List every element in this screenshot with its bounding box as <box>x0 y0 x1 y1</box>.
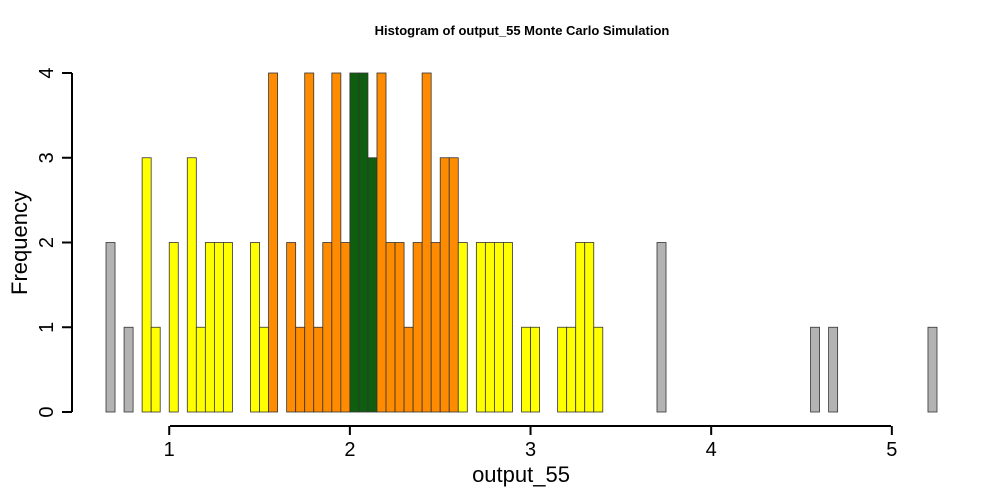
histogram-bar <box>457 242 468 413</box>
histogram-bar <box>322 242 333 413</box>
histogram-bar <box>656 242 667 413</box>
histogram-bar <box>204 242 215 413</box>
histogram-bar <box>123 326 134 413</box>
histogram-bar <box>385 242 396 413</box>
x-tick-label: 1 <box>164 439 175 461</box>
histogram-bar <box>213 242 224 413</box>
chart-title: Histogram of output_55 Monte Carlo Simul… <box>375 23 670 38</box>
y-tick-label: 3 <box>36 152 58 163</box>
x-axis-title: output_55 <box>472 462 570 487</box>
histogram-bar <box>828 326 839 413</box>
histogram-bar <box>421 72 432 413</box>
histogram-bar <box>376 72 387 413</box>
bars-group <box>105 72 938 413</box>
histogram-bar <box>584 242 595 413</box>
histogram-bar <box>250 242 260 413</box>
histogram-bar <box>521 326 531 413</box>
histogram-bar <box>223 242 233 413</box>
histogram-bar <box>503 242 513 413</box>
histogram-bar <box>557 326 568 413</box>
x-tick-label: 3 <box>525 439 536 461</box>
histogram-bar <box>268 72 279 413</box>
histogram-bar <box>394 242 405 413</box>
y-tick-label: 2 <box>36 237 58 248</box>
y-ticks-group: 0 1 2 3 4 <box>36 67 72 418</box>
histogram-bar <box>484 242 495 413</box>
histogram-bar <box>259 326 269 413</box>
histogram-bar <box>186 157 197 413</box>
histogram-bar <box>530 326 540 413</box>
histogram-bar <box>313 326 324 413</box>
histogram-bar <box>367 157 378 413</box>
histogram-bar <box>403 326 414 413</box>
histogram-bar <box>810 326 820 413</box>
y-tick-label: 1 <box>36 322 58 333</box>
histogram-bar <box>340 242 351 413</box>
y-tick-label: 4 <box>36 67 58 78</box>
histogram-bar <box>168 242 179 413</box>
histogram-bar <box>593 326 604 413</box>
histogram-bar <box>141 157 152 413</box>
x-ticks-group: 1 2 3 4 5 <box>164 426 897 461</box>
histogram-bar <box>349 72 360 413</box>
histogram-bar <box>195 326 206 413</box>
x-tick-label: 2 <box>344 439 355 461</box>
histogram-bar <box>439 157 450 413</box>
x-tick-label: 4 <box>706 439 717 461</box>
histogram-bar <box>304 72 315 413</box>
x-tick-label: 5 <box>886 439 897 461</box>
histogram-bar <box>286 242 297 413</box>
histogram-bar <box>448 157 459 413</box>
y-axis-title: Frequency <box>7 191 32 295</box>
histogram-bar <box>927 326 938 413</box>
histogram-bar <box>295 326 306 413</box>
histogram-bar <box>331 72 342 413</box>
histogram-bar <box>105 242 116 413</box>
histogram-bar <box>412 242 423 413</box>
histogram-bar <box>430 242 441 413</box>
histogram-bar <box>566 326 577 413</box>
histogram-bar <box>475 242 486 413</box>
y-tick-label: 0 <box>36 406 58 417</box>
histogram-bar <box>150 326 161 413</box>
histogram-bar <box>493 242 504 413</box>
histogram-bar <box>575 242 586 413</box>
histogram-bar <box>358 72 369 413</box>
